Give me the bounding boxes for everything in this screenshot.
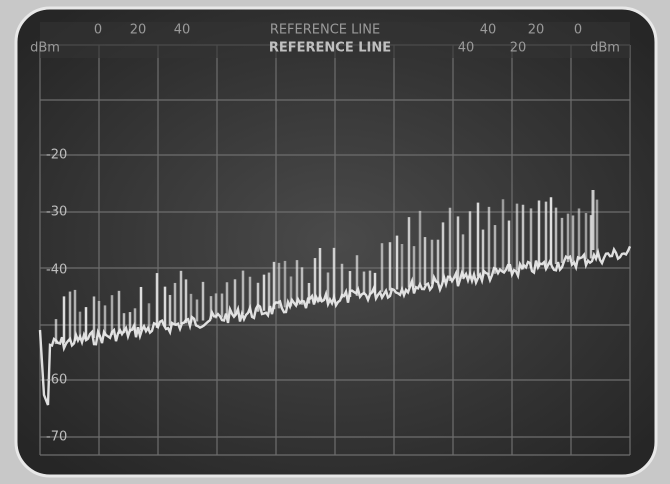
analyzer-screen: 0 20 40 REFERENCE LINE 40 20 0 dBm REFERENCE LIN… (0, 0, 670, 484)
scale-label: 20 (130, 23, 147, 38)
level-label: -70 (46, 430, 67, 445)
level-label: -30 (46, 205, 67, 220)
scale-label: 0 (94, 23, 102, 38)
scale-label: 40 (480, 23, 497, 38)
scale-label: 40 (458, 41, 475, 56)
crt (16, 8, 656, 476)
scale-label: REFERENCE LINE (269, 41, 391, 56)
scale-label: dBm (590, 41, 620, 56)
scale-label: dBm (30, 41, 60, 56)
level-label: -20 (46, 148, 67, 163)
scale-label: 40 (174, 23, 191, 38)
scale-label: 0 (574, 23, 582, 38)
scale-label: 20 (528, 23, 545, 38)
scale-label: REFERENCE LINE (270, 23, 380, 38)
level-label: -60 (46, 373, 67, 388)
scale-label: 20 (510, 41, 527, 56)
photo: 0 20 40 REFERENCE LINE 40 20 0 dBm REFERENCE LIN… (0, 0, 670, 484)
level-label: -40 (46, 263, 67, 278)
